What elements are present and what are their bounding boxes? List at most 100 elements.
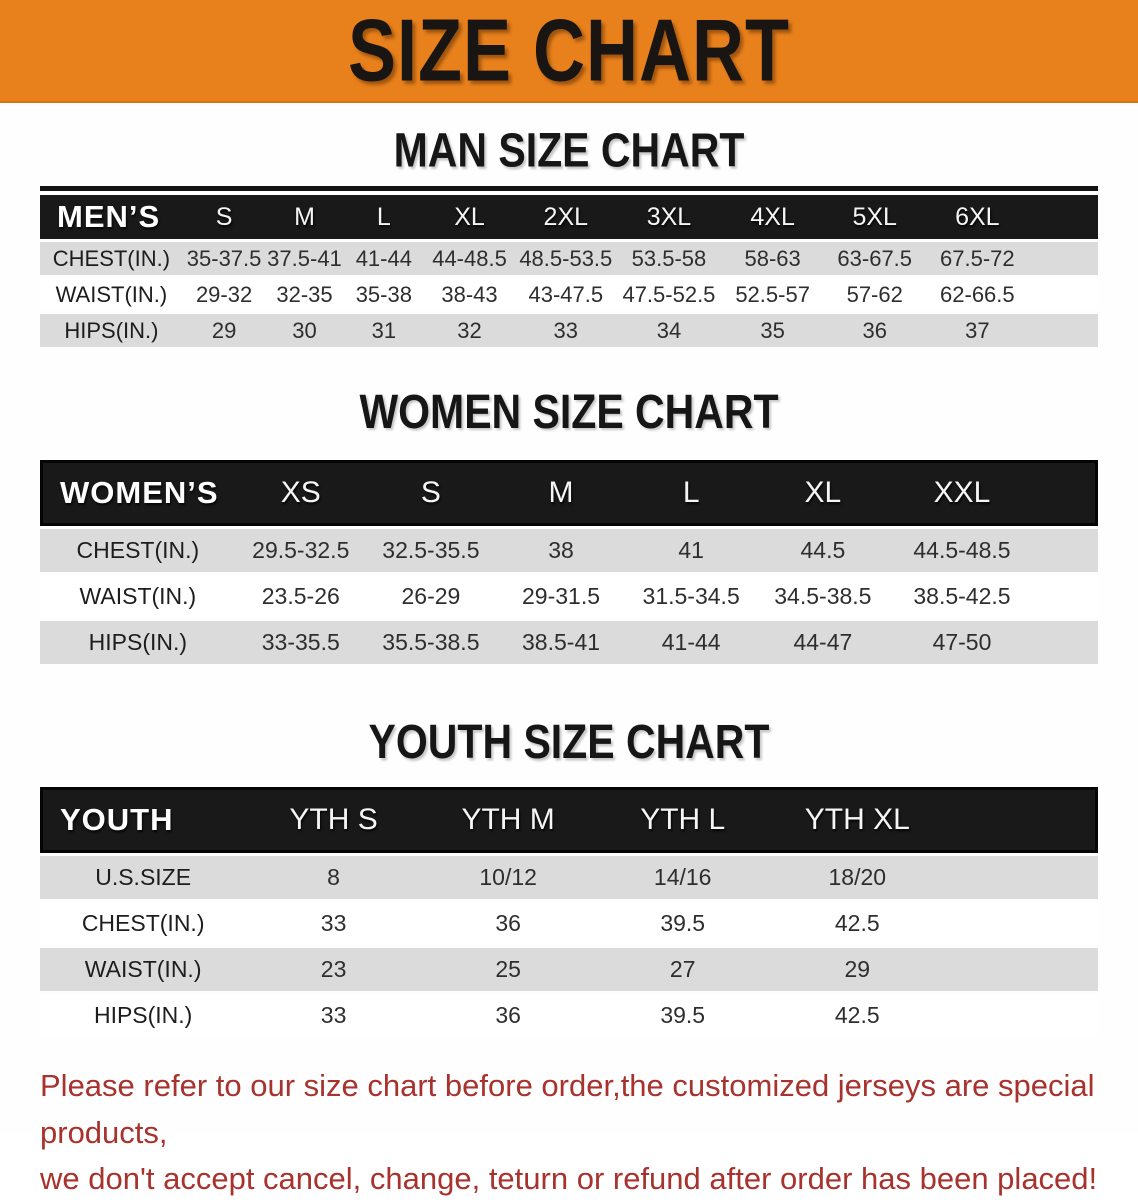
row-filler [1029,311,1098,347]
size-value: 52.5-57 [721,275,824,311]
table-row: U.S.SIZE 8 10/12 14/16 18/20 [40,853,1098,899]
youth-section-title: YOUTH SIZE CHART [368,714,770,769]
size-column-header: YTH XL [769,787,945,853]
men-size-table: MEN’S S M L XL 2XL 3XL 4XL 5XL 6XL CHEST(IN.) 35-37… [40,195,1098,347]
row-filler [944,899,1098,945]
table-row: HIPS(IN.) 33 36 39.5 42.5 [40,991,1098,1037]
size-column-header: XL [756,460,890,526]
youth-table-header-label: YOUTH [40,787,247,853]
youth-size-table-wrap: YOUTH YTH S YTH M YTH L YTH XL U.S.SIZE 8 10/12… [40,787,1098,1037]
size-column-header: YTH L [595,787,770,853]
size-value: 31 [343,311,425,347]
size-value: 44-48.5 [424,239,516,275]
section-youth-size-chart: YOUTH SIZE CHART YOUTH YTH S YTH M YTH L YTH… [0,664,1138,1037]
size-value: 36 [420,991,596,1037]
size-value: 23.5-26 [235,572,366,618]
size-value: 18/20 [769,853,945,899]
size-value: 67.5-72 [925,239,1030,275]
table-row: CHEST(IN.) 33 36 39.5 42.5 [40,899,1098,945]
row-label: WAIST(IN.) [40,275,183,311]
size-value: 37 [925,311,1030,347]
row-label: HIPS(IN.) [40,991,247,1037]
size-value: 42.5 [769,899,945,945]
size-value: 14/16 [595,853,770,899]
size-value: 44-47 [756,618,890,664]
size-column-header: YTH S [246,787,421,853]
size-value: 38.5-41 [495,618,627,664]
size-value: 25 [420,945,596,991]
women-section-title: WOMEN SIZE CHART [359,384,779,439]
size-value: 29 [769,945,945,991]
size-value: 10/12 [420,853,596,899]
size-value: 42.5 [769,991,945,1037]
row-filler [1034,618,1098,664]
table-row: CHEST(IN.) 29.5-32.5 32.5-35.5 38 41 44.5 44.5… [40,526,1098,572]
size-value: 29-31.5 [495,572,627,618]
size-value: 48.5-53.5 [515,239,617,275]
table-row: WAIST(IN.) 29-32 32-35 35-38 38-43 43-47.5 47.… [40,275,1098,311]
size-value: 38.5-42.5 [889,572,1035,618]
size-column-header: YTH M [420,787,596,853]
size-value: 32-35 [265,275,344,311]
section-women-size-chart: WOMEN SIZE CHART WOMEN’S XS S M L XL XXL CHEST(… [0,347,1138,664]
women-table-header-row: WOMEN’S XS S M L XL XXL [40,460,1098,526]
size-column-header: L [626,460,757,526]
men-table-header-label: MEN’S [40,195,183,239]
size-value: 33 [515,311,617,347]
banner: SIZE CHART [0,0,1138,103]
size-value: 37.5-41 [265,239,344,275]
size-column-header: S [182,195,266,239]
row-label: HIPS(IN.) [40,618,236,664]
row-filler [1029,275,1098,311]
row-label: U.S.SIZE [40,853,247,899]
size-value: 53.5-58 [616,239,722,275]
section-men-size-chart: MAN SIZE CHART MEN’S S M L XL 2XL 3XL 4XL 5XL 6XL… [0,103,1138,347]
youth-table-header-row: YOUTH YTH S YTH M YTH L YTH XL [40,787,1098,853]
size-value: 35 [721,311,824,347]
size-value: 63-67.5 [823,239,926,275]
size-value: 26-29 [365,572,496,618]
row-label: CHEST(IN.) [40,239,183,275]
size-value: 29-32 [182,275,266,311]
size-column-header: 4XL [721,195,824,239]
table-row: WAIST(IN.) 23.5-26 26-29 29-31.5 31.5-34.5 34… [40,572,1098,618]
size-value: 58-63 [721,239,824,275]
men-table-header-row: MEN’S S M L XL 2XL 3XL 4XL 5XL 6XL [40,195,1098,239]
header-filler [944,787,1098,853]
size-value: 47.5-52.5 [616,275,722,311]
women-size-table-wrap: WOMEN’S XS S M L XL XXL CHEST(IN.) 29.5-32.5 32.5… [40,460,1098,664]
size-column-header: XXL [889,460,1035,526]
men-section-title: MAN SIZE CHART [393,122,745,178]
size-value: 62-66.5 [925,275,1030,311]
row-filler [944,945,1098,991]
row-filler [944,853,1098,899]
youth-size-table: YOUTH YTH S YTH M YTH L YTH XL U.S.SIZE 8 10/12… [40,787,1098,1037]
men-size-table-wrap: MEN’S S M L XL 2XL 3XL 4XL 5XL 6XL CHEST(IN.) 35-37… [40,186,1098,347]
size-value: 33-35.5 [235,618,366,664]
table-row: WAIST(IN.) 23 25 27 29 [40,945,1098,991]
row-label: WAIST(IN.) [40,572,236,618]
footer-disclaimer-line-1: Please refer to our size chart before or… [40,1068,1095,1150]
size-column-header: M [495,460,627,526]
size-value: 8 [246,853,421,899]
size-value: 44.5 [756,526,890,572]
size-value: 29 [182,311,266,347]
size-value: 38 [495,526,627,572]
table-row: HIPS(IN.) 33-35.5 35.5-38.5 38.5-41 41-44 44-… [40,618,1098,664]
size-value: 44.5-48.5 [889,526,1035,572]
size-value: 33 [246,899,421,945]
women-size-table: WOMEN’S XS S M L XL XXL CHEST(IN.) 29.5-32.5 32.5… [40,460,1098,664]
size-value: 41 [626,526,757,572]
footer-disclaimer-line-2: we don't accept cancel, change, teturn o… [40,1161,1098,1196]
row-filler [1034,572,1098,618]
size-column-header: M [265,195,344,239]
size-column-header: 6XL [925,195,1030,239]
row-label: CHEST(IN.) [40,526,236,572]
size-column-header: S [365,460,496,526]
size-value: 30 [265,311,344,347]
size-value: 47-50 [889,618,1035,664]
size-value: 43-47.5 [515,275,617,311]
table-row: HIPS(IN.) 29 30 31 32 33 34 35 36 37 [40,311,1098,347]
size-column-header: L [343,195,425,239]
size-value: 33 [246,991,421,1037]
